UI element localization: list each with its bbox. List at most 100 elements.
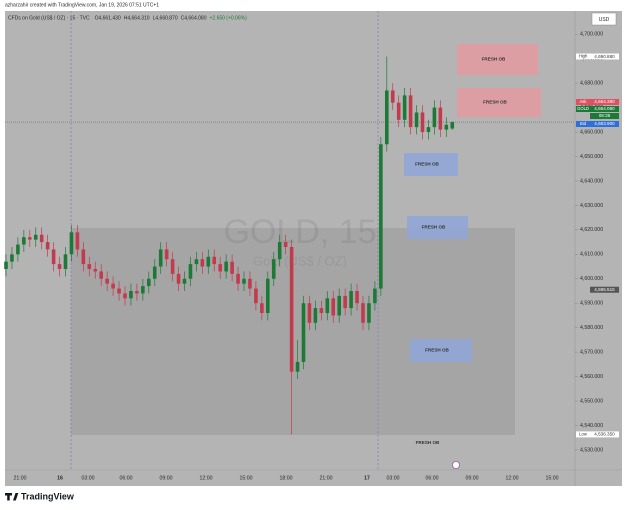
candle-body	[224, 261, 228, 272]
candle-body	[283, 242, 288, 247]
candle-body	[111, 283, 115, 289]
candle-body	[408, 95, 413, 128]
x-tick-label: 21:00	[14, 475, 27, 481]
candle-body	[438, 107, 443, 130]
y-tick-label: 4,660.000	[580, 129, 603, 135]
x-tick-label: 12:00	[200, 475, 213, 481]
price-label-name: GOLD	[577, 106, 589, 111]
symbol: CFDs on Gold (US$ / OZ) · 15 · TVC	[8, 15, 90, 21]
y-tick-label: 4,630.000	[580, 203, 603, 209]
y-tick-label: 4,620.000	[580, 227, 603, 233]
ohlc-value: O4,661.430	[95, 15, 121, 21]
candle-body	[28, 237, 32, 240]
price-label-name: High	[579, 54, 588, 59]
price-label-value: 4,664.380	[594, 99, 615, 104]
candle-body	[158, 249, 163, 267]
candle-body	[123, 293, 127, 299]
y-tick-label: 4,650.000	[580, 154, 603, 160]
price-label-value: 4,595.515	[594, 287, 615, 292]
candle-body	[385, 90, 389, 145]
price-label-name: Ask	[580, 99, 588, 104]
price-label-box	[590, 99, 619, 105]
price-label-box	[590, 106, 619, 112]
y-tick-label: 4,530.000	[580, 447, 603, 453]
candle-body	[218, 264, 222, 272]
price-label-tag	[576, 99, 590, 105]
order-block	[457, 88, 541, 117]
candle-body	[313, 308, 318, 323]
candle-body	[444, 124, 449, 130]
candle-body	[87, 264, 92, 269]
price-label-tag	[576, 53, 590, 60]
x-tick-label: 15:00	[240, 475, 253, 481]
candle-body	[355, 290, 359, 304]
order-block-label: FRESH OB	[415, 162, 439, 167]
order-block	[457, 44, 538, 75]
candle-body	[390, 90, 395, 103]
candle-body	[426, 127, 431, 133]
price-label-tag	[576, 106, 590, 112]
candle-body	[141, 286, 145, 294]
candle-body	[289, 246, 294, 372]
price-label-value: 4,690.880	[594, 54, 615, 59]
candle-body	[63, 254, 68, 269]
candle-body	[176, 273, 181, 284]
candle-body	[147, 278, 151, 287]
candle-body	[373, 288, 377, 304]
candle-body	[152, 266, 157, 279]
logo: TradingView	[5, 491, 75, 501]
candle-body	[325, 298, 330, 314]
candle-body	[260, 303, 264, 314]
x-tick-label: 09:00	[466, 475, 479, 481]
x-tick-label: 03:00	[387, 475, 400, 481]
candle-body	[182, 278, 187, 284]
y-tick-label: 4,610.000	[580, 252, 603, 258]
candle-body	[301, 303, 306, 362]
candle-body	[230, 261, 234, 274]
price-label-box	[590, 286, 619, 293]
price-label-value: 4,536.350	[594, 432, 615, 437]
price-label-name: Low	[579, 432, 588, 437]
candle-body	[295, 361, 300, 372]
candle-body	[367, 303, 371, 323]
candle-body	[396, 102, 401, 120]
candle-body	[254, 288, 258, 304]
candle-body	[307, 303, 312, 323]
candle-body	[57, 264, 62, 269]
currency[interactable]: USD	[599, 17, 610, 23]
candle-body	[129, 290, 133, 299]
order-block-label: FRESH OB	[416, 440, 440, 445]
y-tick-label: 4,680.000	[580, 81, 603, 87]
y-tick-label: 4,560.000	[580, 374, 603, 380]
candle-body	[93, 268, 98, 272]
candle-body	[349, 290, 353, 309]
candle-body	[69, 232, 74, 255]
x-tick-label: 18:00	[280, 475, 293, 481]
candle-body	[200, 259, 205, 267]
event-icon[interactable]	[451, 460, 460, 469]
ohlc-value: C4,664.080	[181, 15, 207, 21]
candle-body	[22, 237, 26, 245]
candle-body	[277, 242, 282, 260]
ohlc-value: L4,660.870	[153, 15, 178, 21]
order-block	[407, 216, 468, 239]
countdown: 08:36	[599, 113, 611, 118]
candle-body	[51, 249, 56, 265]
price-label-tag	[576, 431, 590, 438]
x-tick-label: 17	[364, 475, 370, 481]
candle-body	[39, 234, 44, 243]
candle-body	[414, 112, 419, 128]
candle-body	[164, 249, 169, 260]
candle-body	[135, 290, 139, 294]
brand: TradingView	[21, 491, 75, 501]
price-label-box	[590, 53, 619, 60]
currency-button[interactable]	[591, 12, 617, 26]
candle-body	[420, 112, 425, 133]
y-tick-label: 4,700.000	[580, 32, 603, 38]
price-label-value: 4,664.080	[594, 106, 615, 111]
candle-body	[242, 278, 246, 284]
x-tick-label: 21:00	[320, 475, 333, 481]
logo-mark	[5, 493, 19, 501]
